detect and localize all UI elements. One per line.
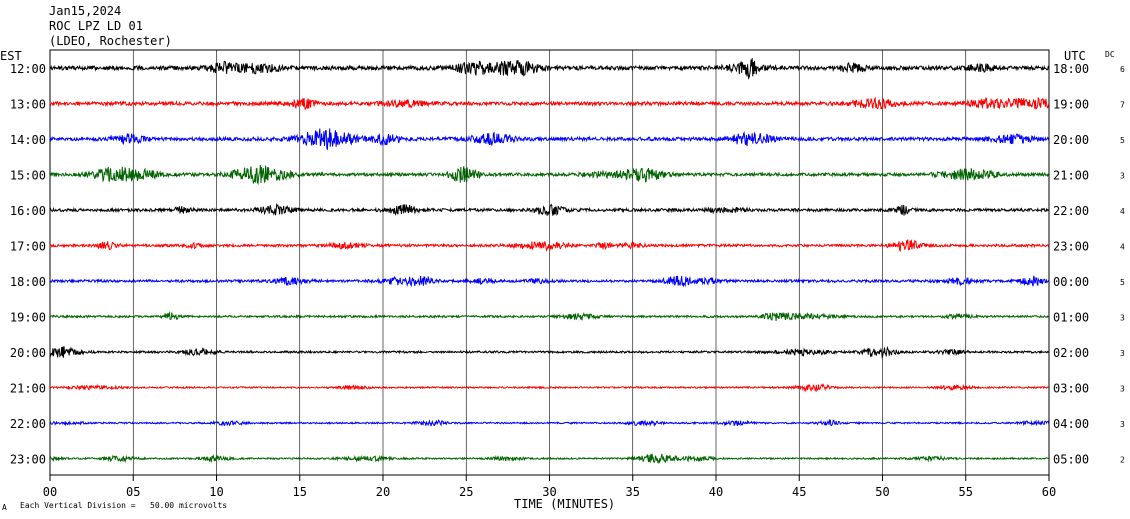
- utc-hour-label: 01:00: [1053, 311, 1089, 325]
- seismic-trace-1800: [49, 275, 1050, 288]
- utc-hour-label: 23:00: [1053, 240, 1089, 254]
- est-hour-label: 17:00: [10, 240, 46, 254]
- seismic-trace-2000: [49, 345, 1050, 359]
- vertical-scale-note: Each Vertical Division = 50.00 microvolt…: [20, 501, 228, 510]
- utc-hour-label: 20:00: [1053, 133, 1089, 147]
- seismic-trace-2200: [49, 418, 1050, 428]
- dc-offset-value: 4: [1120, 243, 1125, 252]
- x-tick-label: 50: [875, 485, 889, 499]
- est-hour-label: 22:00: [10, 417, 46, 431]
- dc-offset-value: 3: [1120, 385, 1125, 394]
- dc-offset-value: 5: [1120, 278, 1125, 287]
- seismic-trace-2100: [49, 383, 1049, 393]
- est-hour-label: 16:00: [10, 204, 46, 218]
- seismic-trace-1200: [49, 58, 1049, 80]
- dc-offset-value: 3: [1120, 420, 1125, 429]
- plot-grid: [49, 49, 1050, 476]
- dc-offset-value: 4: [1120, 207, 1125, 216]
- utc-hour-label: 02:00: [1053, 346, 1089, 360]
- seismic-trace-1400: [49, 128, 1050, 150]
- est-zone-label: EST: [0, 49, 22, 63]
- x-tick-label: 30: [542, 485, 556, 499]
- utc-hour-label: 19:00: [1053, 98, 1089, 112]
- dc-header-label: DC: [1105, 50, 1115, 59]
- dc-offset-value: 3: [1120, 349, 1125, 358]
- utc-hour-label: 05:00: [1053, 453, 1089, 467]
- network-name: (LDEO, Rochester): [49, 34, 172, 48]
- x-tick-label: 15: [293, 485, 307, 499]
- dc-offset-value: 3: [1120, 172, 1125, 181]
- est-hour-label: 19:00: [10, 311, 46, 325]
- est-hour-label: 23:00: [10, 453, 46, 467]
- x-axis-label: TIME (MINUTES): [514, 497, 615, 511]
- est-hour-label: 14:00: [10, 133, 46, 147]
- seismic-trace-1700: [49, 239, 1050, 253]
- est-hour-label: 15:00: [10, 169, 46, 183]
- est-hour-label: 18:00: [10, 275, 46, 289]
- seismic-trace-2300: [49, 453, 1050, 464]
- dc-offset-value: 5: [1120, 136, 1125, 145]
- x-tick-label: 05: [126, 485, 140, 499]
- dc-offset-value: 2: [1120, 456, 1125, 465]
- dc-offset-value: 3: [1120, 314, 1125, 323]
- seismic-trace-1300: [49, 96, 1050, 111]
- x-tick-label: 35: [626, 485, 640, 499]
- x-tick-label: 00: [43, 485, 57, 499]
- dc-offset-value: 7: [1120, 101, 1125, 110]
- utc-zone-label: UTC: [1064, 49, 1086, 63]
- utc-hour-label: 21:00: [1053, 169, 1089, 183]
- x-tick-label: 20: [376, 485, 390, 499]
- seismic-trace-1900: [49, 310, 1050, 322]
- seismic-trace-1500: [49, 165, 1050, 186]
- utc-hour-label: 03:00: [1053, 382, 1089, 396]
- est-hour-label: 13:00: [10, 98, 46, 112]
- trace-group: [49, 58, 1050, 464]
- utc-hour-label: 04:00: [1053, 417, 1089, 431]
- x-tick-label: 10: [209, 485, 223, 499]
- x-tick-label: 25: [459, 485, 473, 499]
- x-tick-label: 45: [792, 485, 806, 499]
- utc-hour-label: 00:00: [1053, 275, 1089, 289]
- est-hour-label: 21:00: [10, 382, 46, 396]
- dc-offset-value: 6: [1120, 65, 1125, 74]
- station-code: ROC LPZ LD 01: [49, 19, 143, 33]
- utc-hour-label: 18:00: [1053, 62, 1089, 76]
- est-hour-label: 12:00: [10, 62, 46, 76]
- record-date: Jan15,2024: [49, 4, 122, 18]
- footer-mark: A: [2, 503, 7, 512]
- x-tick-label: 60: [1042, 485, 1056, 499]
- x-tick-label: 55: [959, 485, 973, 499]
- utc-hour-label: 22:00: [1053, 204, 1089, 218]
- seismic-trace-1600: [49, 202, 1050, 217]
- x-tick-label: 40: [709, 485, 723, 499]
- est-hour-label: 20:00: [10, 346, 46, 360]
